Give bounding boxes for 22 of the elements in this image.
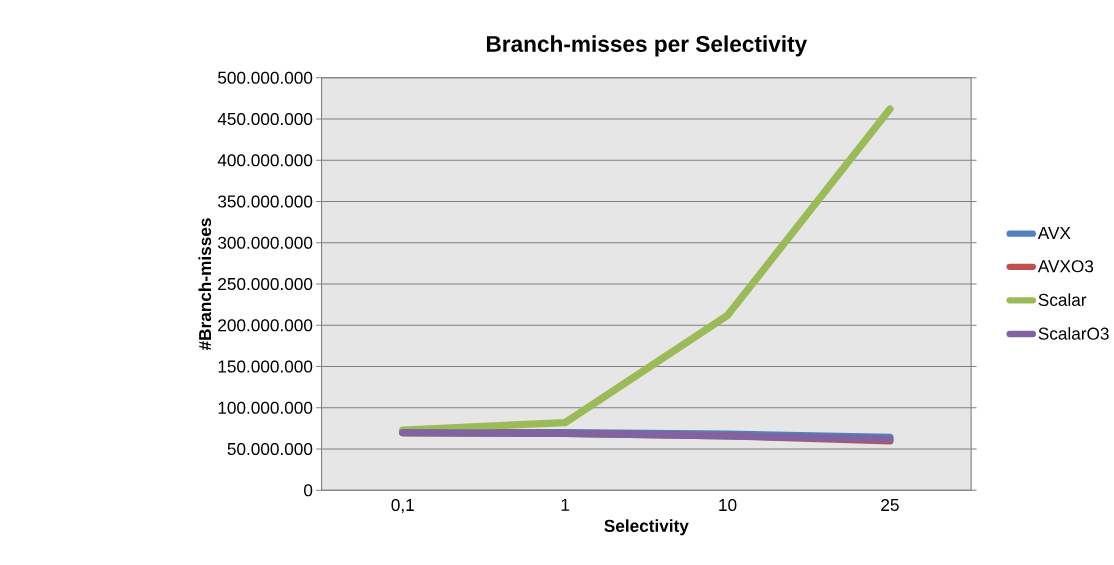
y-tick-label: 400.000.000 xyxy=(217,154,313,167)
x-tick-label: 1 xyxy=(561,499,570,511)
y-tick-label: 150.000.000 xyxy=(218,360,313,373)
x-tick-label: 10 xyxy=(719,499,737,512)
legend-label: Scalar xyxy=(1038,293,1087,307)
y-tick-label: 100.000.000 xyxy=(218,401,313,415)
y-tick-label: 350.000.000 xyxy=(217,195,313,208)
y-tick-label: 200.000.000 xyxy=(218,319,313,332)
legend-label: ScalarO3 xyxy=(1038,327,1109,340)
y-tick-label: 250.000.000 xyxy=(218,278,313,291)
y-tick-label: 50.000.000 xyxy=(227,443,313,456)
y-tick-label: 0 xyxy=(304,484,313,497)
x-tick-label: 25 xyxy=(881,499,899,512)
y-axis-title: #Branch-misses xyxy=(198,218,212,351)
legend-label: AVXO3 xyxy=(1037,260,1094,273)
y-tick-label: 500.000.000 xyxy=(218,71,313,85)
chart-title: Branch-misses per Selectivity xyxy=(486,35,808,57)
y-tick-label: 300.000.000 xyxy=(217,236,313,250)
x-tick-label: 0,1 xyxy=(391,499,414,514)
legend-label: AVX xyxy=(1037,227,1071,240)
x-axis-title: Selectivity xyxy=(604,519,689,536)
y-tick-label: 450.000.000 xyxy=(217,113,313,126)
